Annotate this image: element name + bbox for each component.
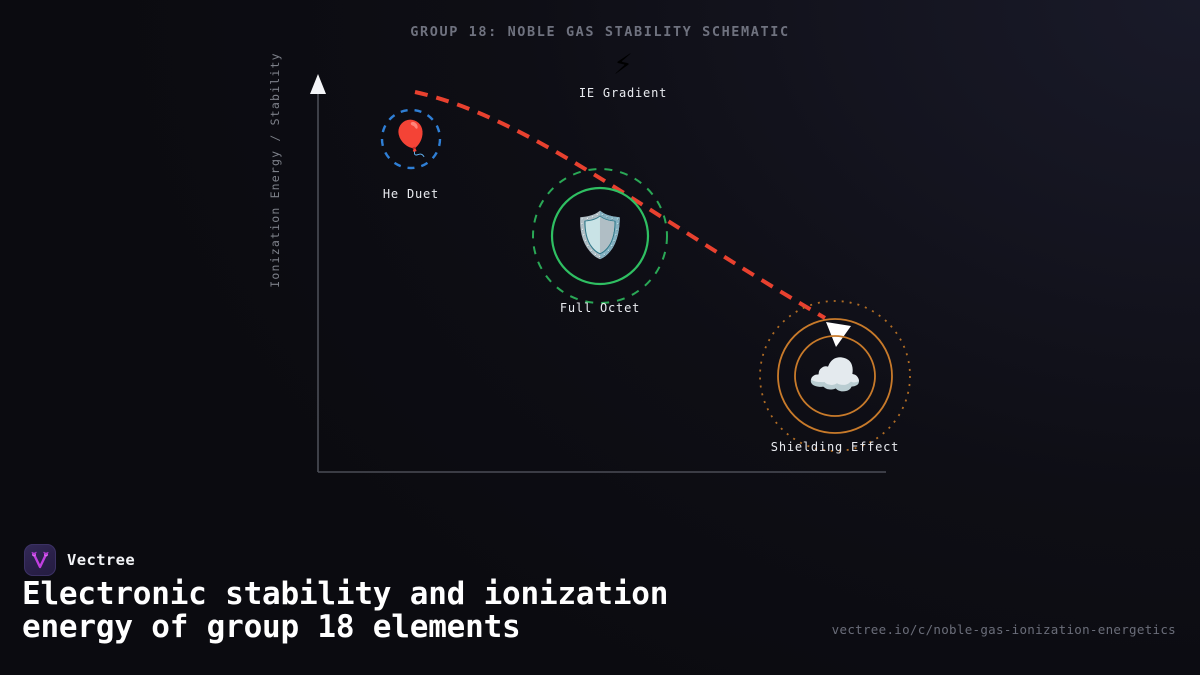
ring-full-octet-outer bbox=[532, 168, 668, 304]
node-label-full-octet: Full Octet bbox=[559, 301, 641, 315]
node-label-shielding-effect: Shielding Effect bbox=[770, 440, 900, 454]
chart-region: GROUP 18: NOBLE GAS STABILITY SCHEMATIC … bbox=[268, 24, 911, 473]
y-axis-arrowhead bbox=[310, 74, 326, 94]
chart-title: GROUP 18: NOBLE GAS STABILITY SCHEMATIC bbox=[410, 24, 790, 40]
node-label-he-duet: He Duet bbox=[382, 187, 440, 201]
source-url: vectree.io/c/noble-gas-ionization-energe… bbox=[831, 622, 1176, 637]
ring-shielding-middle bbox=[777, 318, 893, 434]
brand[interactable]: Vectree bbox=[24, 544, 135, 576]
annotation-label-ie-gradient: IE Gradient bbox=[578, 86, 668, 100]
ring-full-octet-inner bbox=[550, 186, 650, 286]
high-voltage-icon: ⚡ bbox=[613, 44, 633, 82]
ie-gradient-trend-line bbox=[414, 90, 827, 320]
trend-arrowhead bbox=[826, 322, 851, 347]
ring-shielding-outer bbox=[759, 300, 911, 452]
brand-name: Vectree bbox=[67, 551, 136, 569]
ring-he-duet-outer bbox=[380, 108, 442, 170]
axes-and-trend bbox=[310, 74, 886, 473]
footer: Vectree Electronic stability and ionizat… bbox=[0, 500, 1200, 675]
vectree-logo-icon bbox=[24, 544, 56, 576]
caption: Electronic stability and ionization ener… bbox=[22, 576, 669, 646]
cloud-icon: ☁️ bbox=[807, 350, 863, 401]
balloon-icon: 🎈 bbox=[389, 119, 433, 159]
ring-shielding-inner bbox=[794, 335, 876, 417]
shield-icon: 🛡️ bbox=[572, 210, 628, 261]
node-rings bbox=[380, 108, 911, 452]
